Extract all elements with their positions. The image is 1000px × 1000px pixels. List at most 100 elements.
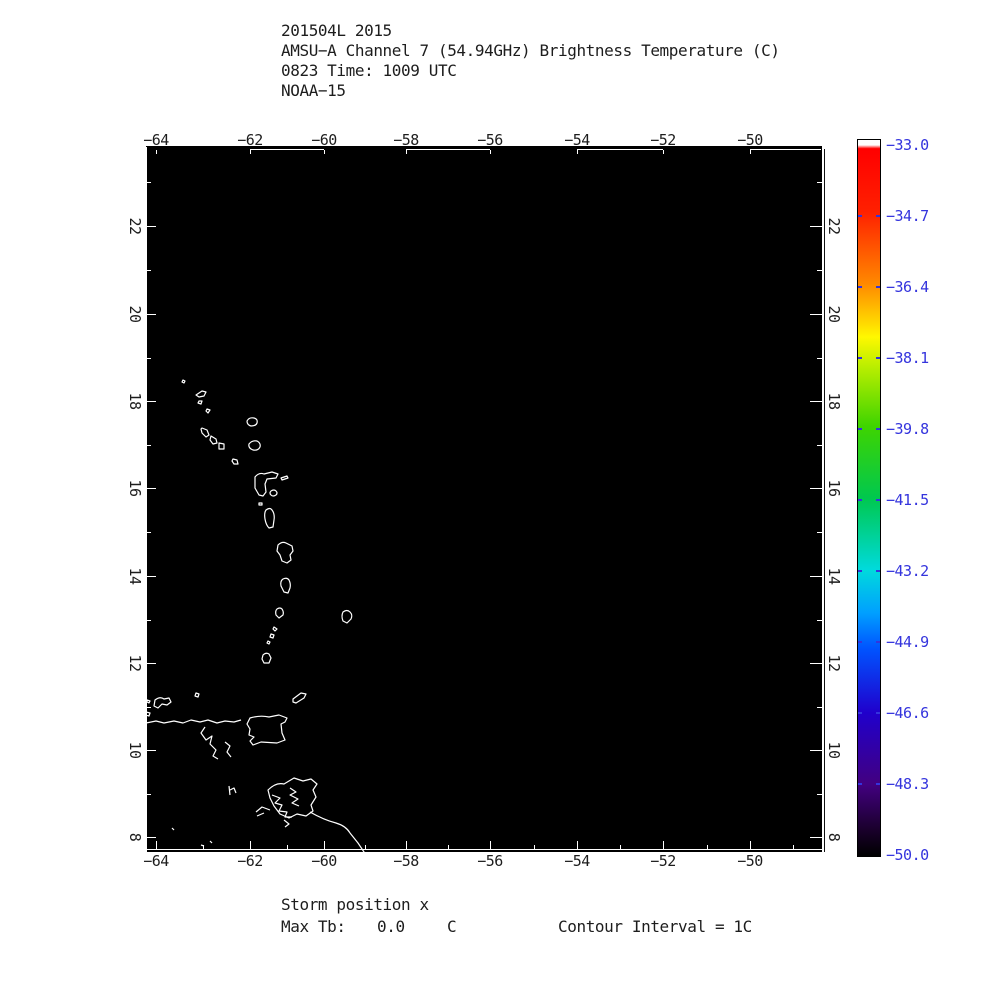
axis-frame-top-dash	[750, 149, 821, 150]
lat-minor-tick-left	[147, 270, 151, 271]
lon-tick-label-top: −64	[143, 131, 169, 149]
lon-major-tick-bottom	[577, 841, 578, 849]
coastline-path	[269, 489, 278, 497]
coastline-path	[255, 806, 271, 817]
coastline-path	[224, 741, 232, 758]
lon-tick-label-bottom: −54	[564, 852, 590, 870]
lat-major-tick-right	[810, 576, 822, 577]
max-tb-label: Max Tb:	[281, 917, 346, 936]
colorbar-tick-label: −39.8	[886, 420, 929, 438]
colorbar-tick-label: −34.7	[886, 207, 929, 225]
colorbar-tick-label: −36.4	[886, 278, 929, 296]
lat-tick-label-left: 14	[126, 567, 144, 585]
lat-major-tick-right	[810, 314, 822, 315]
lon-tick-label-bottom: −62	[237, 852, 263, 870]
colorbar-tick-left	[858, 286, 862, 288]
colorbar-tick-right	[876, 712, 880, 714]
lon-minor-tick-bottom	[534, 845, 535, 849]
lon-major-tick-bottom	[750, 841, 751, 849]
lon-tick-label-bottom: −52	[650, 852, 676, 870]
lat-major-tick-left	[147, 750, 156, 751]
lat-tick-label-left: 20	[126, 305, 144, 323]
colorbar-tick-left	[858, 712, 862, 714]
lat-tick-label-left: 16	[126, 479, 144, 497]
lat-major-tick-left	[147, 226, 156, 227]
colorbar-tick-left	[858, 357, 862, 359]
coastline-path	[275, 607, 284, 619]
lat-minor-tick-right	[817, 707, 822, 708]
colorbar	[857, 139, 881, 857]
coastline-path	[146, 699, 151, 704]
coastline-path	[267, 777, 318, 819]
lon-major-tick-top	[750, 150, 751, 154]
lat-minor-tick-left	[147, 620, 151, 621]
lon-major-tick-top	[663, 150, 664, 154]
lat-major-tick-right	[810, 488, 822, 489]
coastline-path	[209, 435, 218, 445]
coastline-path	[181, 379, 186, 384]
coastline-path	[271, 794, 292, 818]
lon-tick-label-top: −52	[650, 131, 676, 149]
coastline-path	[200, 427, 210, 438]
lon-major-tick-bottom	[490, 841, 491, 849]
coastline-path	[248, 440, 261, 451]
lon-tick-label-bottom: −50	[737, 852, 763, 870]
coastline-path	[266, 640, 271, 645]
lon-major-tick-top	[250, 150, 251, 154]
storm-position-legend: Storm position x	[281, 895, 429, 914]
colorbar-tick-right	[876, 215, 880, 217]
coastline-path	[280, 475, 289, 481]
lat-tick-label-right: 22	[825, 217, 843, 235]
lat-tick-label-right: 12	[825, 654, 843, 672]
colorbar-tick-label: −48.3	[886, 775, 929, 793]
coastline-path	[153, 697, 172, 709]
coastline-path	[289, 787, 300, 807]
lon-tick-label-bottom: −64	[143, 852, 169, 870]
lat-major-tick-right	[810, 226, 822, 227]
max-tb-value: 0.0	[377, 917, 405, 936]
lon-tick-label-bottom: −58	[393, 852, 419, 870]
coastline-path	[258, 502, 263, 506]
lon-tick-label-top: −50	[737, 131, 763, 149]
coastline-path	[146, 711, 151, 717]
lat-minor-tick-right	[817, 270, 822, 271]
lat-major-tick-left	[147, 663, 156, 664]
lat-major-tick-left	[147, 314, 156, 315]
lon-minor-tick-bottom	[620, 845, 621, 849]
max-tb-unit: C	[447, 917, 457, 936]
lat-tick-label-right: 8	[825, 832, 843, 842]
lat-tick-label-right: 14	[825, 567, 843, 585]
lon-minor-tick-bottom	[793, 845, 794, 849]
coastline-path	[280, 577, 291, 594]
axis-frame-top-dash	[406, 149, 490, 150]
lon-tick-label-top: −58	[393, 131, 419, 149]
lat-tick-label-right: 18	[825, 392, 843, 410]
coastline-path	[341, 609, 353, 624]
colorbar-tick-left	[858, 783, 862, 785]
lat-tick-label-left: 12	[126, 654, 144, 672]
colorbar-tick-left	[858, 428, 862, 430]
coastline-path	[171, 827, 175, 831]
lat-tick-label-left: 22	[126, 217, 144, 235]
coastline-path	[146, 719, 242, 724]
lat-minor-tick-right	[817, 532, 822, 533]
lat-minor-tick-left	[147, 707, 151, 708]
colorbar-tick-left	[858, 641, 862, 643]
colorbar-tick-right	[876, 499, 880, 501]
lon-major-tick-bottom	[250, 841, 251, 849]
lon-tick-label-top: −62	[237, 131, 263, 149]
lon-minor-tick-bottom	[203, 845, 204, 849]
lat-minor-tick-right	[817, 620, 822, 621]
contour-interval-label: Contour Interval = 1C	[558, 917, 752, 936]
coastline-path	[283, 819, 290, 828]
colorbar-tick-label: −46.6	[886, 704, 929, 722]
lon-tick-label-top: −54	[564, 131, 590, 149]
colorbar-tick-label: −41.5	[886, 491, 929, 509]
lon-major-tick-top	[577, 150, 578, 154]
colorbar-tick-left	[858, 215, 862, 217]
coastline-path	[246, 714, 288, 746]
lon-tick-label-top: −60	[311, 131, 337, 149]
lat-minor-tick-right	[817, 794, 822, 795]
storm-id-title: 201504L 2015	[281, 21, 392, 40]
